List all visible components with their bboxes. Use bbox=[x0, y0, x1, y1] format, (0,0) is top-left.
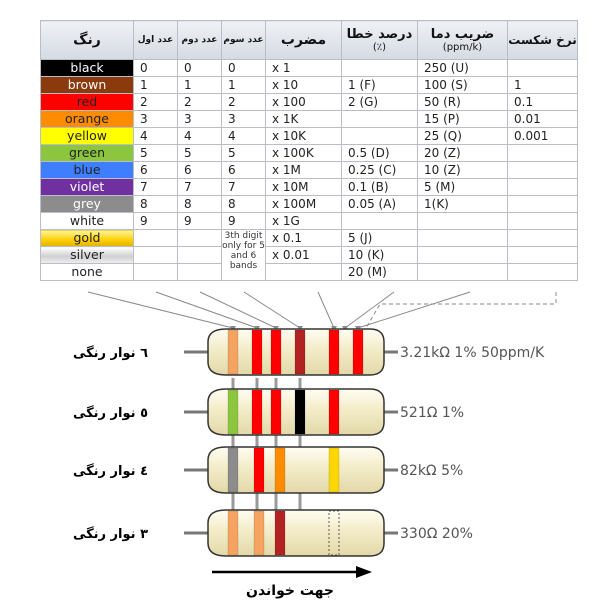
leader-line bbox=[344, 291, 395, 329]
header-digit2: عدد دوم bbox=[177, 20, 222, 60]
cell-failrate: 0.001 bbox=[507, 127, 578, 145]
table-row-gold: gold 3th digit only for 5 and 6 bands x 0.… bbox=[40, 229, 578, 281]
color-band bbox=[274, 510, 286, 556]
color-band bbox=[227, 510, 239, 556]
color-band bbox=[253, 510, 265, 556]
cell-tolerance: 20 (M) bbox=[341, 263, 418, 281]
resistor-value: 330Ω 20% bbox=[400, 526, 473, 542]
color-swatch-silver: silver bbox=[40, 246, 134, 264]
color-band bbox=[352, 329, 364, 375]
band-count-label: ٣ نوار رنگی bbox=[73, 526, 148, 542]
resistor-body bbox=[207, 509, 385, 557]
table-header-row: رنگ عدد اول عدد دوم عدد سوم مضرب درصد خط… bbox=[40, 20, 578, 60]
cell-multiplier: x 10K bbox=[265, 127, 342, 145]
color-band bbox=[328, 329, 340, 375]
reading-direction-label: جهت خواندن bbox=[246, 583, 334, 599]
leader-line bbox=[199, 291, 277, 329]
color-band bbox=[274, 447, 286, 493]
color-swatch-orange: orange bbox=[40, 110, 134, 128]
leader-line bbox=[357, 291, 471, 329]
color-band bbox=[270, 389, 282, 435]
resistor-color-code-table: رنگ عدد اول عدد دوم عدد سوم مضرب درصد خط… bbox=[40, 20, 578, 281]
cell-tolerance: 1 (F) bbox=[341, 76, 418, 94]
band-count-label: ٥ نوار رنگی bbox=[73, 405, 148, 421]
header-tempco-unit: (ppm/k) bbox=[442, 42, 483, 53]
header-digit3: عدد سوم bbox=[221, 20, 266, 60]
color-swatch-blue: blue bbox=[40, 161, 134, 179]
color-band bbox=[328, 389, 340, 435]
resistor-6-band: ٦ نوار رنگی 3.21kΩ 1% 50ppm/K bbox=[73, 328, 545, 376]
cell-tempco: 5 (M) bbox=[417, 178, 508, 196]
cell-multiplier: x 0.01 bbox=[265, 246, 342, 264]
empty-tolerance-band bbox=[328, 510, 340, 556]
header-failrate: نرخ شکست bbox=[507, 20, 578, 60]
table-row-none: none 20 (M) bbox=[40, 263, 578, 281]
reading-direction-arrowhead bbox=[356, 566, 372, 578]
resistor-value: 3.21kΩ 1% 50ppm/K bbox=[400, 345, 545, 361]
resistor-4-band: ٤ نوار رنگی 82kΩ 5% bbox=[73, 446, 463, 494]
resistor-value: 521Ω 1% bbox=[400, 405, 464, 421]
color-band bbox=[227, 447, 239, 493]
color-band bbox=[227, 389, 239, 435]
cell-tempco: 50 (R) bbox=[417, 93, 508, 111]
header-tolerance-text: درصد خطا bbox=[346, 27, 413, 42]
band-count-label: ٦ نوار رنگی bbox=[73, 345, 148, 361]
color-swatch-white: white bbox=[40, 212, 134, 230]
cell-multiplier: x 100K bbox=[265, 144, 342, 162]
color-swatch-none: none bbox=[40, 263, 134, 281]
table-row-blue: blue 6 6 6 x 1M 0.25 (C) 10 (Z) bbox=[40, 161, 578, 179]
color-band bbox=[270, 329, 282, 375]
leader-line bbox=[317, 291, 335, 329]
resistor-3-band: ٣ نوار رنگی 330Ω 20% bbox=[73, 509, 473, 557]
cell-tolerance: 0.1 (B) bbox=[341, 178, 418, 196]
cell-multiplier: x 1M bbox=[265, 161, 342, 179]
color-swatch-red: red bbox=[40, 93, 134, 111]
resistor-body bbox=[207, 446, 385, 494]
color-band bbox=[227, 329, 239, 375]
cell-tempco: 15 (P) bbox=[417, 110, 508, 128]
table-row-black: black 0 0 0 x 1 250 (U) bbox=[40, 59, 578, 77]
table-row-silver: silver x 0.01 10 (K) bbox=[40, 246, 578, 264]
header-tempco-text: ضریب دما bbox=[430, 27, 495, 42]
header-multiplier: مضرب bbox=[265, 20, 342, 60]
band-count-label: ٤ نوار رنگی bbox=[73, 463, 148, 479]
cell-tolerance: 0.5 (D) bbox=[341, 144, 418, 162]
table-body: black 0 0 0 x 1 250 (U) brown 1 1 1 x 10 1 (F) 100 (… bbox=[40, 59, 578, 281]
leader-line bbox=[243, 291, 301, 329]
leader-line bbox=[87, 291, 234, 329]
table-row-brown: brown 1 1 1 x 10 1 (F) 100 (S) 1 bbox=[40, 76, 578, 94]
cell-tolerance: 10 (K) bbox=[341, 246, 418, 264]
table-row-orange: orange 3 3 3 x 1K 15 (P) 0.01 bbox=[40, 110, 578, 128]
color-band bbox=[251, 329, 263, 375]
color-band bbox=[294, 329, 306, 375]
color-band bbox=[251, 389, 263, 435]
header-color: رنگ bbox=[40, 20, 134, 60]
cell-multiplier: x 1G bbox=[265, 212, 342, 230]
header-tolerance-unit: (٪) bbox=[372, 42, 387, 53]
cell-tolerance: 0.05 (A) bbox=[341, 195, 418, 213]
color-swatch-gold: gold bbox=[40, 229, 134, 247]
color-band bbox=[294, 389, 306, 435]
color-swatch-black: black bbox=[40, 59, 134, 77]
cell-failrate bbox=[507, 263, 578, 281]
cell-multiplier: x 100 bbox=[265, 93, 342, 111]
resistor-value: 82kΩ 5% bbox=[400, 463, 463, 479]
reading-direction: جهت خواندن bbox=[212, 566, 372, 599]
header-tempco: ضریب دما (ppm/k) bbox=[417, 20, 508, 60]
digit3-note: 3th digit only for 5 and 6 bands bbox=[221, 229, 266, 281]
table-row-white: white 9 9 9 x 1G bbox=[40, 212, 578, 230]
cell-digit2 bbox=[177, 263, 222, 281]
table-row-red: red 2 2 2 x 100 2 (G) 50 (R) 0.1 bbox=[40, 93, 578, 111]
resistor-5-band: ٥ نوار رنگی 521Ω 1% bbox=[73, 388, 464, 436]
leader-line bbox=[155, 291, 258, 329]
color-band bbox=[328, 447, 340, 493]
table-row-green: green 5 5 5 x 100K 0.5 (D) 20 (Z) bbox=[40, 144, 578, 162]
color-band bbox=[253, 447, 265, 493]
failrate-leader-line bbox=[365, 292, 557, 329]
resistor-examples: ٦ نوار رنگی 3.21kΩ 1% 50ppm/K ٥ نوار رنگی 5… bbox=[73, 328, 545, 557]
color-swatch-grey: grey bbox=[40, 195, 134, 213]
color-swatch-green: green bbox=[40, 144, 134, 162]
